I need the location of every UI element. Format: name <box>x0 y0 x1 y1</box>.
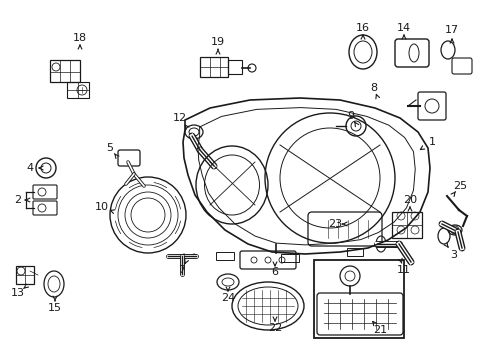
Text: 16: 16 <box>355 23 369 33</box>
Text: 15: 15 <box>48 303 62 313</box>
Text: 4: 4 <box>26 163 34 173</box>
Text: 12: 12 <box>173 113 187 123</box>
Text: 21: 21 <box>372 325 386 335</box>
Text: 19: 19 <box>210 37 224 47</box>
Text: 17: 17 <box>444 25 458 35</box>
Text: 3: 3 <box>449 250 457 260</box>
Text: 9: 9 <box>347 111 354 121</box>
Text: 18: 18 <box>73 33 87 43</box>
Text: 13: 13 <box>11 288 25 298</box>
Text: 10: 10 <box>95 202 109 212</box>
Text: 2: 2 <box>15 195 21 205</box>
Text: 25: 25 <box>452 181 466 191</box>
Text: 1: 1 <box>427 137 435 147</box>
Text: 20: 20 <box>402 195 416 205</box>
Text: 22: 22 <box>267 323 282 333</box>
Text: 8: 8 <box>370 83 377 93</box>
Text: 23: 23 <box>327 219 342 229</box>
Text: 5: 5 <box>106 143 113 153</box>
Text: 14: 14 <box>396 23 410 33</box>
Text: 11: 11 <box>396 265 410 275</box>
Text: 24: 24 <box>221 293 235 303</box>
Text: 6: 6 <box>271 267 278 277</box>
Text: 7: 7 <box>178 265 185 275</box>
